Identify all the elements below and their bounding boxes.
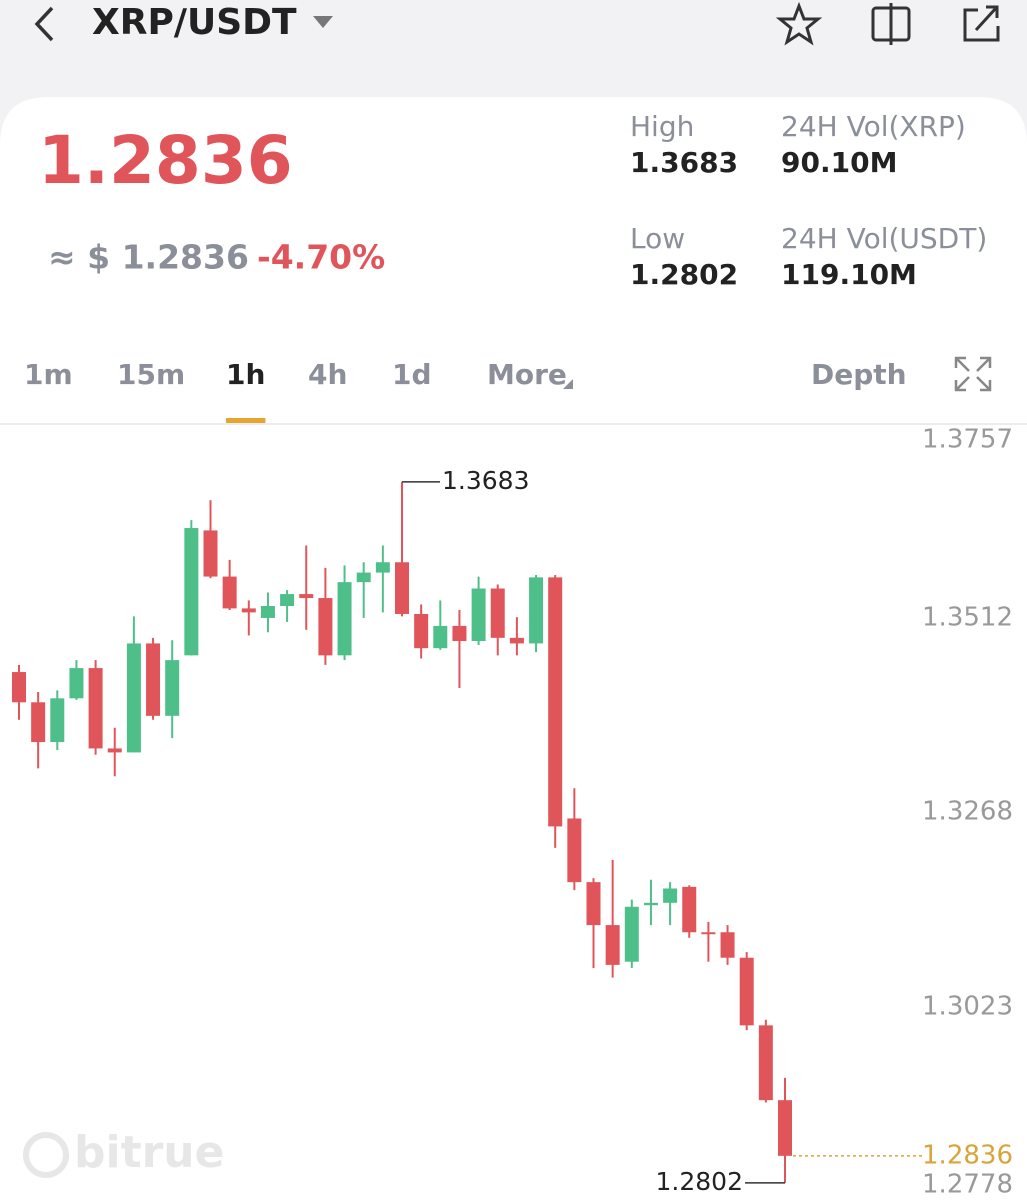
y-tick-label: 1.3757 [922,425,1013,455]
candle-body [260,606,275,618]
stat-value: 90.10M [781,146,897,179]
candle-body [433,625,448,649]
watermark-text: bitrue [74,1127,224,1178]
candle-body [31,702,46,743]
approx-price: ≈ $ 1.2836 [48,238,249,277]
y-tick-label: 1.2778 [922,1170,1013,1200]
interval-tab[interactable]: 15m [117,358,185,391]
interval-tabs: 1m 15m 1h 4h 1d More [24,358,567,423]
candle-body [375,562,390,573]
candle-body [720,932,735,958]
candle-body [682,886,697,933]
interval-tab[interactable]: More [487,358,567,391]
candle-body [165,660,180,716]
favorite-button[interactable] [775,1,823,46]
more-arrow [563,379,573,389]
stat-value: 119.10M [781,258,917,291]
stat-label: 24H Vol(XRP) [781,110,966,143]
watermark: bitrue [23,1127,224,1178]
depth-tab[interactable]: Depth [811,358,907,391]
y-tick-label: 1.3268 [922,797,1013,827]
fullscreen-button[interactable] [954,356,992,392]
candle-body [395,562,409,614]
candle-body [222,576,237,609]
stat-label: 24H Vol(USDT) [781,222,987,255]
interval-tab[interactable]: 1h [226,358,265,391]
candle-body [548,577,563,827]
candle-body [701,932,716,935]
candlestick-chart: 1.3757 1.3512 1.3268 1.3023 1.2778 1.3683 1.28… [12,425,1013,1200]
candle-body [184,528,199,656]
price-change: -4.70% [257,238,385,277]
candle-body [490,588,505,638]
candle-body [586,882,601,926]
interval-tab[interactable]: 1m [24,358,73,391]
stat-value: 1.2802 [630,258,738,291]
candle-body [663,888,678,903]
share-icon [974,5,999,32]
share-button[interactable] [963,5,1000,42]
candle-body [758,1025,773,1101]
pair-dropdown[interactable] [313,16,333,28]
candle-body [605,925,620,965]
candle-body [778,1100,792,1156]
card [0,97,1027,1200]
candle-body [509,637,524,644]
candle-body [107,748,122,753]
candle-body [643,902,658,906]
candle-body [50,698,65,743]
candle-body [414,613,429,649]
stat-label: Low [630,222,685,255]
candle-body [146,643,161,716]
candle-body [318,598,333,656]
candle-body [88,668,103,749]
share-icon [963,8,1000,42]
candle-body [280,594,295,607]
candle-body [126,643,141,753]
fullscreen-icon [954,356,992,392]
interval-tab[interactable]: 1d [392,358,432,391]
interval-tab[interactable]: 4h [308,358,347,391]
candle-body [337,582,352,656]
stat-label: High [630,110,694,143]
candle-body [299,594,314,599]
candle-body [203,530,218,577]
last-price: 1.2836 [38,122,293,199]
candle-body [624,906,639,962]
y-tick-label: 1.3023 [922,992,1013,1022]
candle-body [12,672,26,703]
pair-title[interactable]: XRP/USDT [92,2,297,43]
stat-value: 1.3683 [630,146,738,179]
max-marker-label: 1.3683 [442,466,529,495]
last-price-label: 1.2836 [922,1140,1013,1170]
candle-body [529,577,544,644]
min-marker-label: 1.2802 [656,1167,743,1196]
compare-button[interactable] [871,3,911,45]
back-button[interactable] [34,6,54,42]
candle-body [452,625,467,642]
candle-body [356,572,371,583]
watermark-logo [23,1132,69,1178]
candle-body [471,588,486,642]
y-tick-label: 1.3512 [922,602,1013,632]
candle-body [69,668,84,699]
candle-body [739,957,754,1026]
candle-body [567,818,582,883]
candle-body [241,608,256,613]
active-tab-indicator [226,418,266,423]
